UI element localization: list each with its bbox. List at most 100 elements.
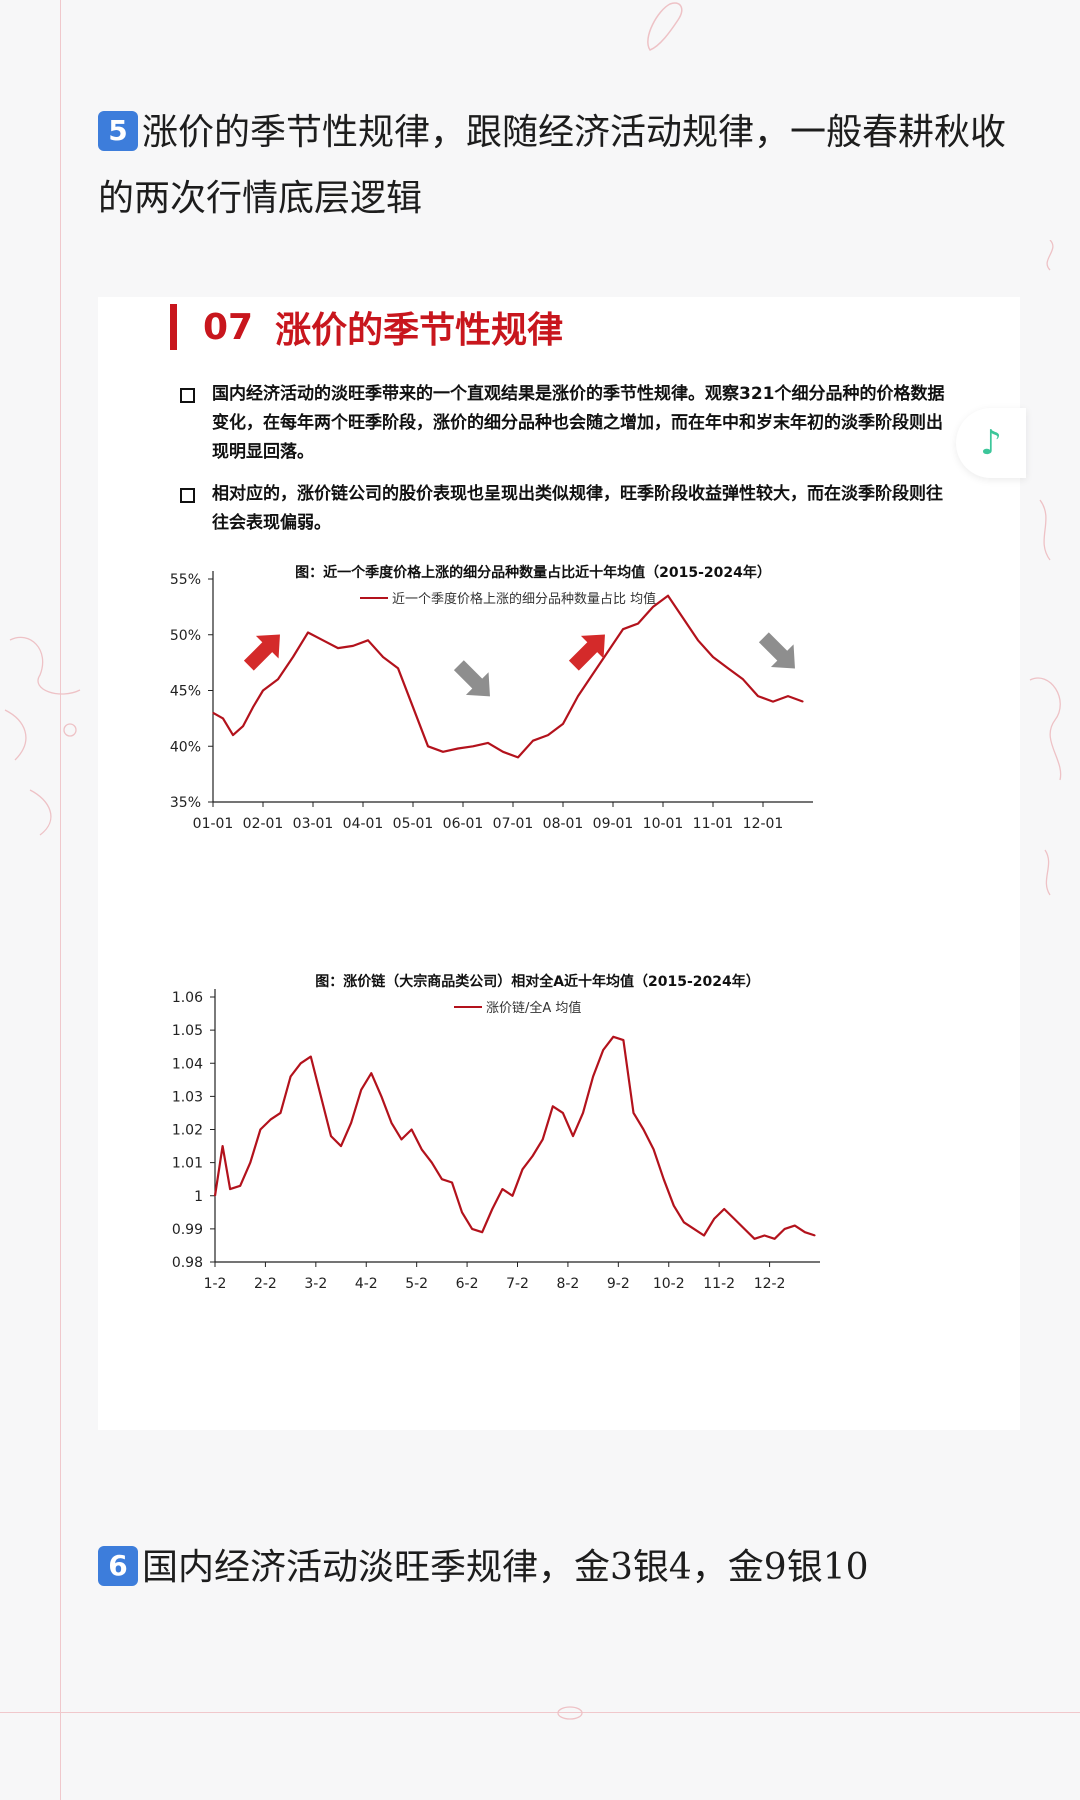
chart1-data-point [577, 695, 579, 697]
chart2-data-point [290, 1075, 292, 1078]
chart2-data-point [421, 1148, 423, 1150]
chart1-series-line [212, 594, 804, 759]
checkbox-square-icon [180, 488, 195, 503]
chart1-y-tick-label: 55% [170, 572, 201, 588]
chart2-data-point [572, 1135, 574, 1137]
chart1-data-point [697, 639, 699, 641]
chart2-data-point [774, 1238, 776, 1240]
note-6-text: 国内经济活动淡旺季规律，金3银4，金9银10 [142, 1547, 869, 1588]
chart1-y-tick-label: 45% [170, 684, 201, 700]
chart1-data-point [742, 678, 744, 680]
chart2-data-point [400, 1138, 403, 1140]
checkbox-square-icon [180, 388, 195, 403]
chart1-data-point [307, 631, 309, 634]
seasonal-price-chart: 图：近一个季度价格上涨的细分品种数量占比近十年均值（2015-2024年） 近一个… [170, 564, 813, 832]
chart2-y-tick-label: 1.05 [172, 1023, 203, 1039]
title-accent-bar [170, 304, 177, 350]
chart2-data-point [222, 1145, 224, 1147]
chart2-data-point [753, 1238, 756, 1240]
chart2-data-point [214, 1195, 216, 1197]
chart2-data-point [592, 1075, 594, 1078]
chart2-y-tick-label: 1.06 [172, 990, 203, 1006]
chart2-data-point [471, 1228, 473, 1230]
chart2-data-point [804, 1231, 806, 1233]
chart2-y-tick-label: 0.98 [172, 1255, 203, 1271]
chart1-data-point [607, 650, 609, 653]
chart2-x-tick-label: 9-2 [607, 1276, 630, 1292]
number-6-badge: 6 [98, 1546, 138, 1586]
chart1-y-tick-label: 50% [170, 628, 201, 644]
trend-down-arrow-icon [758, 632, 795, 669]
chart2-y-tick-label: 1.02 [172, 1123, 203, 1139]
trend-down-arrow-icon [453, 660, 490, 697]
chart2-data-point [300, 1062, 302, 1064]
chart2-data-point [350, 1122, 352, 1124]
chart2-data-point [663, 1178, 665, 1180]
music-note-icon[interactable]: ♪ [956, 408, 1026, 478]
chart2-data-point [673, 1205, 675, 1207]
note-paragraph-5: 5 涨价的季节性规律，跟随经济活动规律，一般春耕秋收的两次行情底层逻辑 [98, 100, 1028, 232]
chart2-y-tick-label: 1.04 [172, 1056, 203, 1072]
chart1-data-point [337, 647, 339, 649]
chart2-data-point [431, 1162, 433, 1164]
chart2-data-point [763, 1234, 766, 1237]
trend-down-arrow-shape [453, 660, 490, 697]
chart2-x-tick-label: 10-2 [653, 1276, 685, 1292]
slide-bullet-2: 相对应的，涨价链公司的股价表现也呈现出类似规律，旺季阶段收益弹性较大，而在淡季阶… [180, 480, 950, 538]
chart1-x-tick-label: 11-01 [693, 816, 734, 832]
trend-down-arrow-shape [758, 632, 795, 669]
chart1-x-tick-label: 12-01 [743, 816, 784, 832]
chart1-legend-label: 近一个季度价格上涨的细分品种数量占比 均值 [392, 591, 656, 607]
chart1-data-point [262, 689, 264, 692]
chart1-y-tick-label: 35% [170, 795, 201, 811]
slide-number: 07 [203, 306, 254, 348]
chart1-data-point [517, 756, 519, 758]
chart1-data-point [712, 656, 714, 658]
chart2-x-tick-label: 5-2 [405, 1276, 428, 1292]
chart1-data-point [727, 667, 729, 669]
decorative-doodle-icon [647, 2, 683, 51]
chart2-data-point [542, 1138, 544, 1140]
chart1-x-tick-label: 07-01 [493, 816, 534, 832]
chart2-data-point [683, 1221, 685, 1223]
chart2-data-point [794, 1225, 796, 1227]
chart2-x-tick-label: 8-2 [556, 1276, 579, 1292]
chart1-data-point [592, 673, 594, 675]
chart1-data-point [457, 747, 459, 750]
chart2-data-point [340, 1145, 342, 1147]
slide-bullet-text: 相对应的，涨价链公司的股价表现也呈现出类似规律，旺季阶段收益弹性较大，而在淡季阶… [212, 484, 943, 533]
chart2-x-tick-label: 12-2 [754, 1276, 786, 1292]
chart2-x-tick-label: 7-2 [506, 1276, 529, 1292]
decorative-doodle-icon [4, 636, 81, 836]
note-5-text: 涨价的季节性规律，跟随经济活动规律，一般春耕秋收的两次行情底层逻辑 [98, 112, 1007, 219]
decorative-doodle-icon [1029, 240, 1062, 896]
chart2-legend-label: 涨价链/全A 均值 [486, 1000, 581, 1016]
chart2-x-tick-label: 3-2 [304, 1276, 327, 1292]
chart1-data-point [622, 628, 624, 630]
chart2-data-point [441, 1178, 443, 1180]
trend-up-arrow-icon [568, 634, 605, 671]
chart2-data-point [481, 1231, 483, 1233]
chart1-data-point [427, 745, 429, 747]
chart1-data-point [562, 723, 564, 725]
chart1-data-point [232, 734, 234, 736]
chart1-data-point [547, 734, 549, 736]
chart2-data-point [521, 1168, 524, 1170]
chart1-data-point [442, 751, 444, 753]
slide-bullet-1: 国内经济活动的淡旺季带来的一个直观结果是涨价的季节性规律。观察321个细分品种的… [180, 380, 950, 467]
chart2-data-point [723, 1208, 725, 1210]
chart2-data-point [269, 1119, 272, 1121]
chart1-x-tick-label: 10-01 [643, 816, 684, 832]
chart2-data-point [451, 1181, 453, 1184]
chart2-data-point [229, 1188, 231, 1190]
chart2-data-point [370, 1072, 372, 1074]
chart2-data-point [310, 1056, 312, 1058]
chart2-data-point [360, 1089, 362, 1091]
chart2-data-point [259, 1128, 261, 1131]
chart2-x-tick-label: 1-2 [204, 1276, 227, 1292]
chart1-data-point [802, 701, 804, 703]
chart2-data-point [390, 1122, 393, 1124]
chart2-data-point [501, 1188, 503, 1190]
chart1-x-tick-label: 03-01 [293, 816, 334, 832]
chart2-data-point [602, 1049, 604, 1051]
